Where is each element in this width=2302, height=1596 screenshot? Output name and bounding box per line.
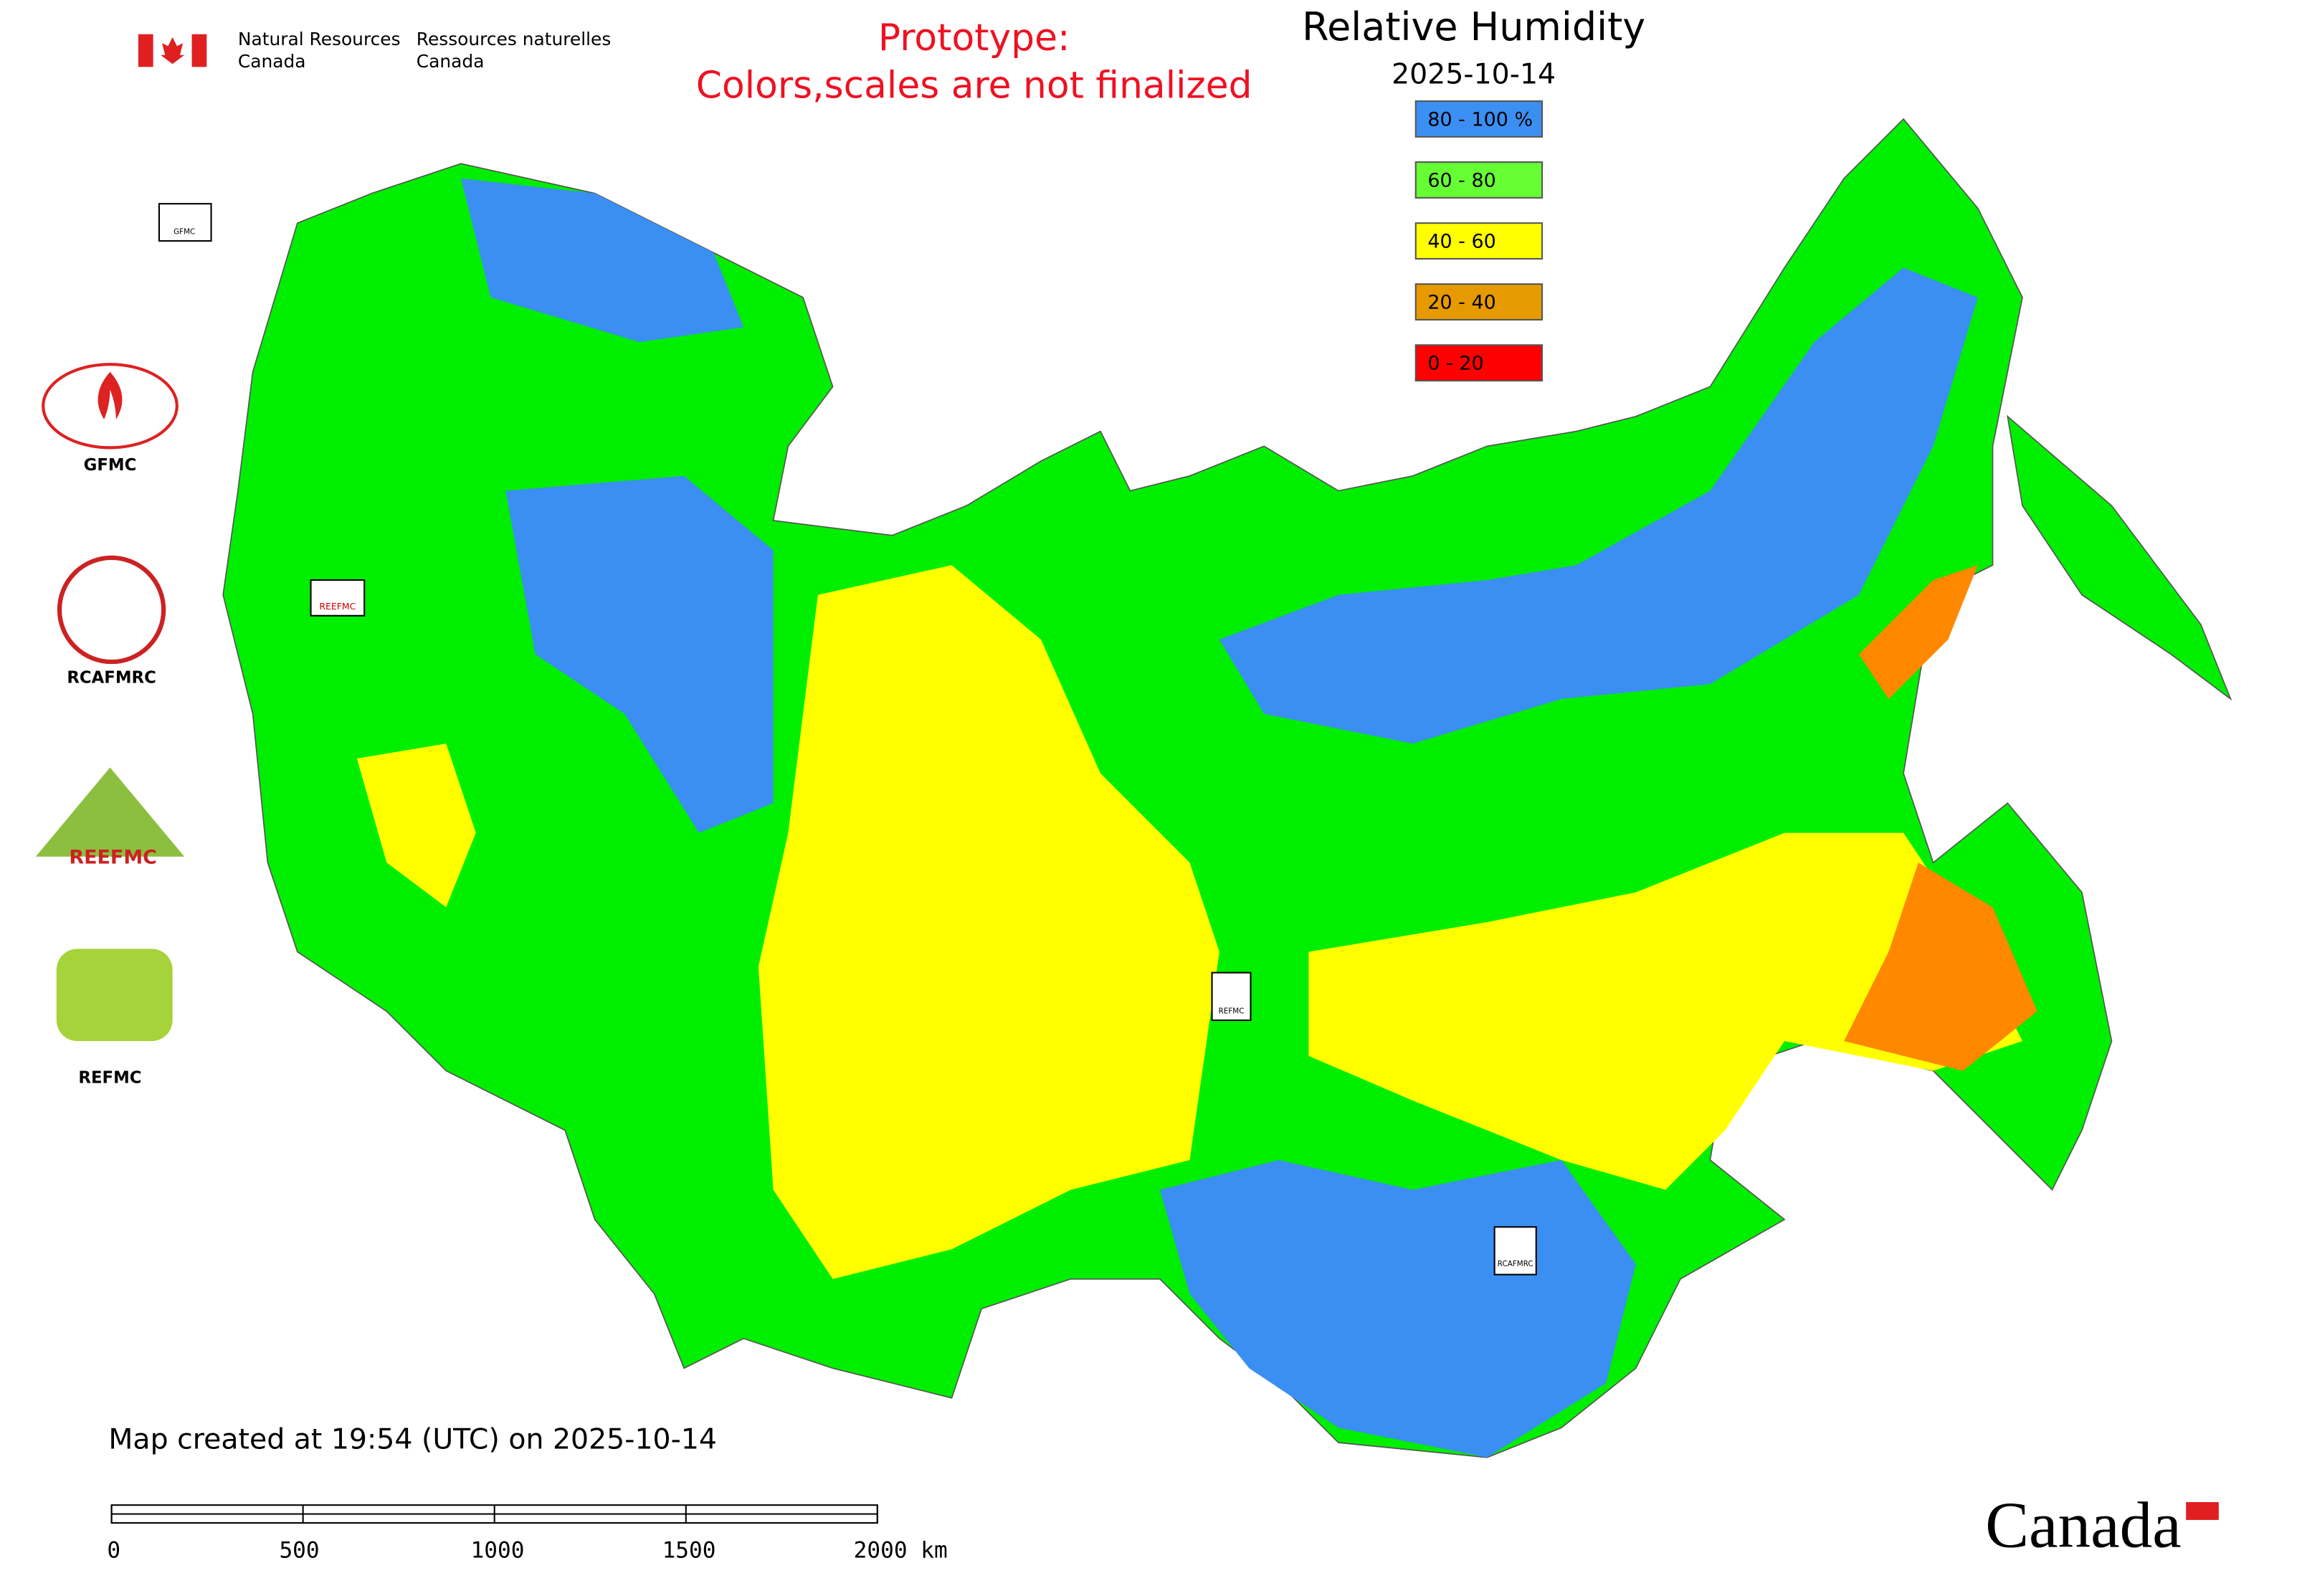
- legend-label: 80 - 100 %: [1427, 109, 1533, 131]
- maple-leaf: [161, 37, 185, 65]
- marker-label: RCAFMRC: [1498, 1260, 1533, 1268]
- wordmark: Canada: [1985, 1488, 2182, 1561]
- notice: Colors,scales are not finalized: [696, 64, 1252, 107]
- humid-area: [461, 178, 744, 343]
- scale-label: 0: [107, 1537, 120, 1563]
- dept-en: Natural Resources: [238, 29, 401, 49]
- dept-fr: Canada: [417, 51, 485, 72]
- map: GFMC REEFMC REFMC RCAFMRC: [158, 118, 2232, 1458]
- logo-label: GFMC: [84, 456, 137, 475]
- marker-box: [1211, 972, 1252, 1022]
- kamchatka: [2007, 414, 2232, 701]
- logo-rcafmrc: [57, 555, 166, 665]
- marker-label: GFMC: [173, 228, 195, 237]
- very-dry-area: [1844, 863, 2037, 1071]
- marker-box: [158, 203, 212, 242]
- humid-area: [1219, 267, 1978, 744]
- very-dry-area: [1858, 565, 1978, 699]
- legend-swatch: [1414, 222, 1544, 260]
- wordmark-flag: [2186, 1502, 2219, 1520]
- dry-area: [356, 744, 476, 908]
- legend-swatch: [1414, 100, 1544, 138]
- legend-label: 60 - 80: [1427, 170, 1495, 192]
- dept-fr: Ressources naturelles: [417, 29, 612, 49]
- scale-label: 500: [279, 1537, 319, 1563]
- flag-bar: [191, 34, 207, 67]
- legend-label: 0 - 20: [1427, 353, 1483, 375]
- landmass: [222, 118, 2113, 1458]
- legend: 80 - 100 % 60 - 80 40 - 60 20 - 40 0 - 20: [1414, 100, 1544, 382]
- scale-bar: 0 500 1000 1500 2000 km: [107, 1504, 948, 1563]
- map-date: 2025-10-14: [1392, 57, 1556, 90]
- map-title: Relative Humidity: [1302, 4, 1645, 49]
- legend-label: 40 - 60: [1427, 231, 1495, 253]
- marker-label: REEFMC: [319, 601, 356, 612]
- legend-swatch: [1414, 161, 1544, 199]
- legend-swatch: [1414, 344, 1544, 382]
- humid-area: [505, 475, 774, 833]
- logo-label: RCAFMRC: [67, 668, 156, 687]
- marker-box: [310, 579, 366, 617]
- logo-label: REEFMC: [69, 846, 157, 868]
- legend-label: 20 - 40: [1427, 292, 1495, 314]
- dry-area: [1308, 832, 2023, 1190]
- map-created: Map created at 19:54 (UTC) on 2025-10-14: [108, 1422, 717, 1455]
- dept-en: Canada: [238, 51, 306, 72]
- scale-label: 2000 km: [854, 1537, 948, 1563]
- logo-flame: [97, 371, 123, 419]
- marker-box: [1493, 1226, 1537, 1276]
- map-layout: Natural Resources Canada Ressources natu…: [35, 4, 2232, 1563]
- flag-bar: [138, 34, 153, 67]
- logo-gfmc: [42, 363, 179, 450]
- logo-reefmc: [35, 767, 185, 857]
- scale-label: 1000: [471, 1537, 525, 1563]
- legend-swatch: [1414, 283, 1544, 321]
- marker-label: REFMC: [1219, 1007, 1245, 1016]
- notice: Prototype:: [878, 16, 1070, 60]
- logo-refmc: [56, 949, 173, 1042]
- logo-label: REFMC: [78, 1068, 141, 1087]
- scale-label: 1500: [662, 1537, 716, 1563]
- dry-area: [758, 565, 1219, 1279]
